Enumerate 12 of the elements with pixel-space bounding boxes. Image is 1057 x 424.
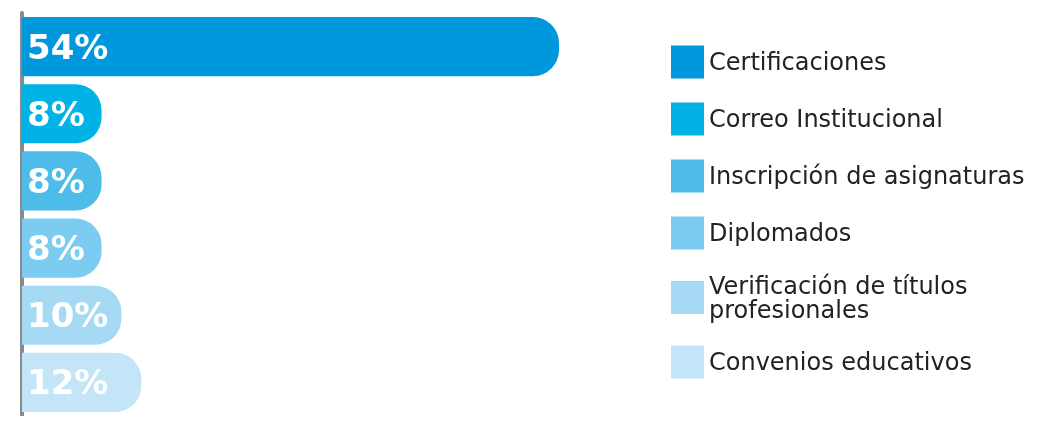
- legend-label: Verificación de títulos profesionales: [709, 271, 976, 324]
- legend-label: Correo Institucional: [709, 105, 943, 133]
- data-label: 54%: [27, 26, 109, 67]
- data-label: 12%: [27, 362, 109, 403]
- legend-label: Inscripción de asignaturas: [709, 162, 1025, 190]
- data-label: 8%: [27, 93, 85, 134]
- data-label: 10%: [27, 295, 109, 336]
- legend-label: Certificaciones: [709, 48, 887, 76]
- legend-label: Diplomados: [709, 219, 852, 247]
- data-label: 8%: [27, 228, 85, 269]
- data-label: 8%: [27, 160, 85, 201]
- legend-label: Convenios educativos: [709, 348, 972, 376]
